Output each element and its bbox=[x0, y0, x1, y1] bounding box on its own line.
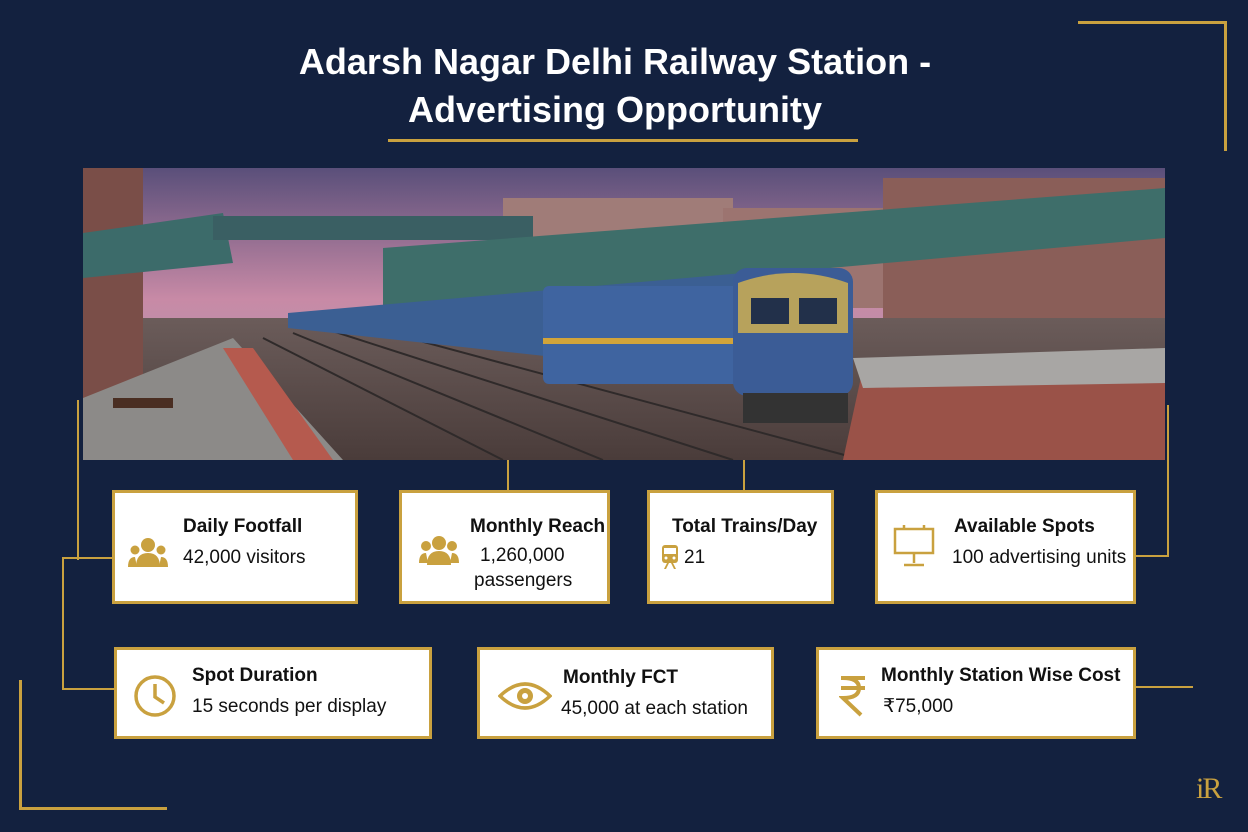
clock-icon bbox=[134, 675, 176, 717]
stat-label: Daily Footfall bbox=[183, 516, 303, 537]
stat-label: Spot Duration bbox=[192, 665, 318, 686]
station-illustration bbox=[83, 168, 1165, 460]
stat-value: 42,000 visitors bbox=[183, 547, 306, 568]
stat-label: Monthly Station Wise Cost bbox=[881, 665, 1121, 686]
stat-card-spot-duration: Spot Duration 15 seconds per display bbox=[114, 647, 432, 739]
connector-line bbox=[62, 557, 112, 559]
connector-line bbox=[62, 557, 64, 690]
connector-line bbox=[77, 400, 79, 560]
corner-bracket-top-vertical bbox=[1224, 21, 1227, 151]
eye-icon bbox=[498, 682, 552, 710]
logo: iR bbox=[1196, 772, 1222, 805]
corner-bracket-bottom-vertical bbox=[19, 680, 22, 810]
corner-bracket-top bbox=[1078, 21, 1227, 24]
stat-label: Total Trains/Day bbox=[672, 516, 818, 537]
people-icon bbox=[128, 538, 168, 567]
title-line-2: Advertising Opportunity bbox=[408, 89, 822, 130]
stat-card-monthly-cost: Monthly Station Wise Cost ₹75,000 bbox=[816, 647, 1136, 739]
connector-line bbox=[507, 440, 509, 490]
stat-label: Monthly FCT bbox=[563, 667, 679, 688]
stat-card-available-spots: Available Spots 100 advertising units bbox=[875, 490, 1136, 604]
stat-value: 100 advertising units bbox=[952, 547, 1127, 568]
stat-value-line-2: passengers bbox=[474, 570, 573, 591]
connector-line bbox=[62, 688, 114, 690]
stat-card-monthly-reach: Monthly Reach 1,260,000 passengers bbox=[399, 490, 610, 604]
stat-label: Monthly Reach bbox=[470, 516, 606, 537]
stat-card-daily-footfall: Daily Footfall 42,000 visitors bbox=[112, 490, 358, 604]
title-underline bbox=[388, 139, 858, 142]
rupee-icon bbox=[839, 676, 865, 717]
connector-line bbox=[1135, 686, 1193, 688]
stat-value: 1,260,000 bbox=[480, 545, 565, 566]
title-line-1: Adarsh Nagar Delhi Railway Station - bbox=[298, 41, 932, 82]
stat-value: 45,000 at each station bbox=[561, 698, 748, 719]
stat-label: Available Spots bbox=[954, 516, 1095, 537]
billboard-icon bbox=[893, 525, 935, 567]
stat-card-monthly-fct: Monthly FCT 45,000 at each station bbox=[477, 647, 774, 739]
people-icon bbox=[419, 536, 459, 565]
connector-line bbox=[1167, 405, 1169, 557]
stat-value: 21 bbox=[684, 547, 706, 568]
stat-value: ₹75,000 bbox=[883, 696, 954, 717]
stat-card-total-trains: Total Trains/Day 21 bbox=[647, 490, 834, 604]
connector-line bbox=[1135, 555, 1169, 557]
corner-bracket-bottom bbox=[19, 807, 167, 810]
stat-value: 15 seconds per display bbox=[192, 696, 387, 717]
connector-line bbox=[743, 440, 745, 490]
train-icon bbox=[662, 545, 678, 569]
